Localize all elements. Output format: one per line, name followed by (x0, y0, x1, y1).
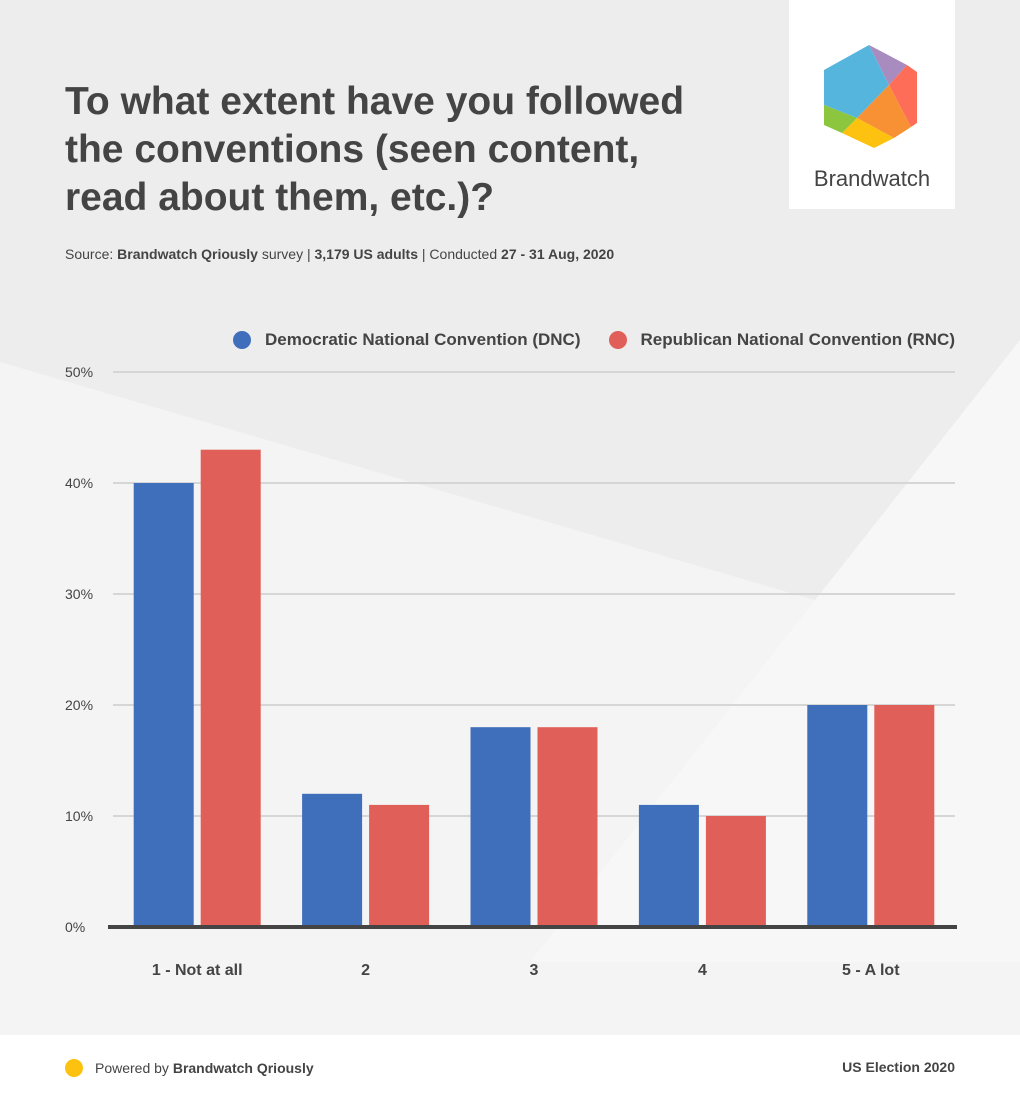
footer: Powered by Brandwatch Qriously US Electi… (0, 1035, 1020, 1103)
source-mid: survey | (257, 246, 315, 262)
logo-text: Brandwatch (813, 166, 931, 191)
y-tick-label: 0% (65, 919, 85, 935)
powered-prefix: Powered by (95, 1060, 173, 1076)
source-sample: 3,179 US adults (314, 246, 419, 262)
y-tick-label: 50% (65, 364, 93, 380)
legend-label-rnc: Republican National Convention (RNC) (640, 330, 956, 349)
y-tick-label: 30% (65, 586, 93, 602)
source-prefix: Source: (65, 246, 118, 262)
x-tick-label: 1 - Not at all (152, 962, 243, 979)
powered-brand: Brandwatch Qriously (172, 1060, 314, 1076)
bar-rnc (369, 804, 430, 927)
brandwatch-logo: Brandwatch (789, 0, 955, 209)
bar-dnc (470, 727, 531, 927)
bar-dnc (807, 705, 868, 927)
x-tick-label: 3 (530, 962, 539, 979)
x-tick-label: 4 (698, 962, 707, 979)
source-dates: 27 - 31 Aug, 2020 (501, 246, 615, 262)
source-mid2: | Conducted (418, 246, 502, 262)
legend-dot-dnc (233, 331, 252, 349)
y-tick-label: 10% (65, 808, 93, 824)
bar-rnc (874, 705, 935, 927)
bar-dnc (133, 483, 194, 927)
bar-rnc (705, 816, 766, 927)
powered-by: Powered by Brandwatch Qriously (65, 1059, 314, 1077)
legend-item-dnc: Democratic National Convention (DNC) (233, 330, 581, 350)
legend-dot-rnc (608, 331, 627, 349)
legend-item-rnc: Republican National Convention (RNC) (608, 330, 956, 350)
bar-dnc (638, 804, 699, 927)
x-tick-label: 2 (361, 962, 370, 979)
bar-chart: 0% 10% 20% 30% 40% 50% 1 - Not at all 2 3 4 5 - A … (65, 364, 957, 979)
chart-legend: Democratic National Convention (DNC) Rep… (233, 330, 955, 350)
x-tick-label: 5 - A lot (842, 962, 900, 979)
y-tick-label: 40% (65, 475, 93, 491)
qriously-dot-icon (65, 1059, 83, 1077)
hexagon-logo-icon (824, 45, 917, 148)
source-note: Source: Brandwatch Qriously survey | 3,1… (65, 246, 614, 262)
bar-rnc (537, 727, 598, 927)
bar-rnc (200, 449, 261, 927)
bar-dnc (302, 793, 363, 927)
page-title: To what extent have you followed the con… (65, 80, 685, 219)
y-tick-label: 20% (65, 697, 93, 713)
source-brand: Brandwatch Qriously (117, 246, 258, 262)
legend-label-dnc: Democratic National Convention (DNC) (265, 330, 581, 349)
election-label: US Election 2020 (842, 1059, 955, 1075)
